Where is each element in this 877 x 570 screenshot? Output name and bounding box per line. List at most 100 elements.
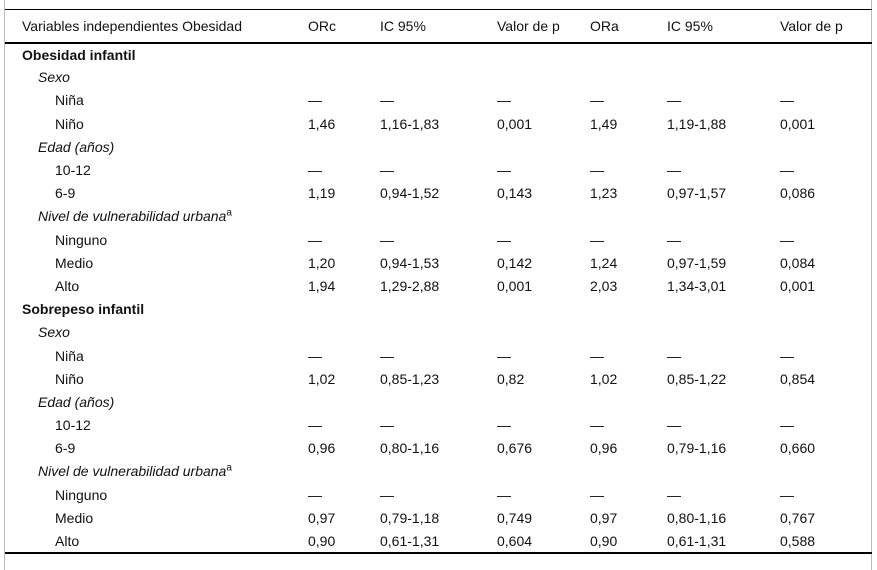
row-label: Edad (años) bbox=[38, 138, 115, 155]
odds-ratio-table: Variables independientes Obesidad ORc IC… bbox=[5, 9, 872, 554]
value-cell: — bbox=[308, 231, 322, 248]
value-cell: — bbox=[497, 486, 511, 503]
row-label-cell: Ninguno bbox=[5, 228, 308, 251]
value-cell bbox=[667, 205, 780, 228]
row-label: Sexo bbox=[38, 69, 70, 86]
value-cell bbox=[667, 66, 780, 89]
results-table-container: Variables independientes Obesidad ORc IC… bbox=[5, 9, 872, 554]
header-row: Variables independientes Obesidad ORc IC… bbox=[5, 9, 872, 44]
row-label: Niño bbox=[55, 370, 84, 387]
value-cell: — bbox=[667, 162, 681, 179]
value-cell: 0,97 bbox=[590, 509, 618, 526]
table-row: Edad (años) bbox=[5, 390, 872, 413]
row-label: 6-9 bbox=[55, 185, 76, 202]
value-cell: 1,20 bbox=[308, 254, 336, 271]
row-label-cell: Niño bbox=[5, 112, 308, 135]
header-ic95-adjusted: IC 95% bbox=[667, 9, 780, 44]
value-cell: — bbox=[590, 231, 604, 248]
value-cell bbox=[380, 460, 497, 483]
value-cell: — bbox=[308, 417, 322, 434]
value-cell: — bbox=[780, 347, 794, 364]
table-row: Niña — — — — — — bbox=[5, 89, 872, 112]
value-cell: 0,143 bbox=[497, 185, 533, 202]
row-label: Ninguno bbox=[55, 231, 108, 248]
table-row: Alto 0,90 0,61-1,31 0,604 0,90 0,61-1,31 0,588 bbox=[5, 529, 872, 552]
value-cell bbox=[667, 460, 780, 483]
value-cell: — bbox=[497, 417, 511, 434]
table-row: Ninguno — — — — — — bbox=[5, 483, 872, 506]
value-cell: 1,23 bbox=[590, 185, 618, 202]
row-label-cell: 10-12 bbox=[5, 158, 308, 181]
value-cell bbox=[780, 298, 872, 321]
row-label-cell: Sexo bbox=[5, 66, 308, 89]
value-cell: 0,142 bbox=[497, 254, 533, 271]
value-cell: 0,61-1,31 bbox=[667, 532, 727, 549]
row-label-cell: Sexo bbox=[5, 321, 308, 344]
table-row: Sexo bbox=[5, 321, 872, 344]
value-cell: 0,001 bbox=[780, 115, 816, 132]
value-cell: — bbox=[780, 92, 794, 109]
value-cell: 1,19 bbox=[308, 185, 336, 202]
value-cell bbox=[308, 66, 380, 89]
value-cell bbox=[590, 66, 667, 89]
value-cell: — bbox=[497, 347, 511, 364]
value-cell bbox=[380, 135, 497, 158]
row-label: Medio bbox=[55, 254, 94, 271]
value-cell: 0,588 bbox=[780, 532, 816, 549]
row-label: Sobrepeso infantil bbox=[22, 301, 145, 318]
value-cell: — bbox=[667, 486, 681, 503]
table-row: 10-12 — — — — — — bbox=[5, 414, 872, 437]
row-label-cell: 6-9 bbox=[5, 182, 308, 205]
value-cell: — bbox=[590, 162, 604, 179]
table-row: Nivel de vulnerabilidad urbanaa bbox=[5, 460, 872, 483]
value-cell bbox=[380, 66, 497, 89]
value-cell: — bbox=[380, 231, 394, 248]
row-label-cell: Nivel de vulnerabilidad urbanaa bbox=[5, 460, 308, 483]
value-cell: — bbox=[380, 417, 394, 434]
value-cell: 0,97-1,59 bbox=[667, 254, 727, 271]
table-header: Variables independientes Obesidad ORc IC… bbox=[5, 9, 872, 44]
value-cell: — bbox=[780, 417, 794, 434]
value-cell bbox=[380, 298, 497, 321]
value-cell bbox=[497, 135, 590, 158]
table-row: Ninguno — — — — — — bbox=[5, 228, 872, 251]
value-cell: 1,02 bbox=[308, 370, 336, 387]
table-row: Medio 1,20 0,94-1,53 0,142 1,24 0,97-1,59 0,08… bbox=[5, 251, 872, 274]
value-cell bbox=[497, 460, 590, 483]
value-cell bbox=[780, 66, 872, 89]
value-cell: — bbox=[590, 347, 604, 364]
row-label-cell: Alto bbox=[5, 274, 308, 297]
value-cell: 0,90 bbox=[590, 532, 618, 549]
value-cell: 0,96 bbox=[308, 440, 336, 457]
row-label-cell: Sobrepeso infantil bbox=[5, 298, 308, 321]
value-cell: — bbox=[497, 231, 511, 248]
value-cell: 0,97 bbox=[308, 509, 336, 526]
value-cell: 1,49 bbox=[590, 115, 618, 132]
value-cell: 0,001 bbox=[497, 277, 533, 294]
value-cell: — bbox=[590, 417, 604, 434]
value-cell bbox=[590, 460, 667, 483]
table-row: 6-9 0,96 0,80-1,16 0,676 0,96 0,79-1,16 0,660 bbox=[5, 437, 872, 460]
value-cell: 0,79-1,18 bbox=[380, 509, 440, 526]
value-cell: — bbox=[308, 162, 322, 179]
header-ic95-crude: IC 95% bbox=[380, 9, 497, 44]
value-cell: 0,084 bbox=[780, 254, 816, 271]
value-cell bbox=[380, 390, 497, 413]
row-label: Sexo bbox=[38, 324, 70, 341]
value-cell: — bbox=[308, 347, 322, 364]
row-label-cell: Medio bbox=[5, 251, 308, 274]
value-cell: — bbox=[667, 92, 681, 109]
table-row: Medio 0,97 0,79-1,18 0,749 0,97 0,80-1,16 0,76… bbox=[5, 506, 872, 529]
value-cell bbox=[667, 43, 780, 66]
value-cell: 1,94 bbox=[308, 277, 336, 294]
value-cell: 0,85-1,22 bbox=[667, 370, 727, 387]
value-cell: — bbox=[308, 486, 322, 503]
value-cell: — bbox=[380, 347, 394, 364]
value-cell: 0,61-1,31 bbox=[380, 532, 440, 549]
value-cell bbox=[590, 135, 667, 158]
header-pvalue-adjusted: Valor de p bbox=[780, 9, 872, 44]
value-cell: 0,767 bbox=[780, 509, 816, 526]
value-cell: 0,001 bbox=[780, 277, 816, 294]
value-cell: 1,29-2,88 bbox=[380, 277, 440, 294]
